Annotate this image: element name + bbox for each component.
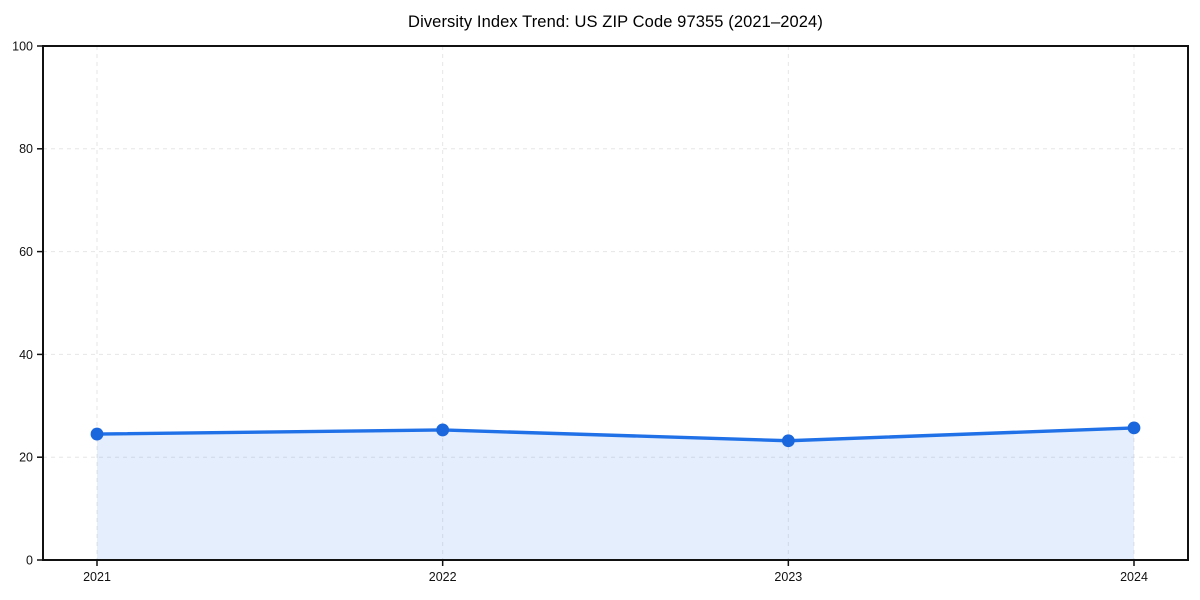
x-axis-tick-label: 2023 xyxy=(774,570,802,584)
data-point-marker xyxy=(781,434,795,448)
y-axis-tick-label: 80 xyxy=(19,142,33,156)
y-axis-tick-label: 20 xyxy=(19,451,33,465)
y-axis-tick-label: 0 xyxy=(26,553,33,567)
chart-title: Diversity Index Trend: US ZIP Code 97355… xyxy=(408,13,823,31)
x-axis-tick-label: 2021 xyxy=(83,570,111,584)
data-point-marker xyxy=(1127,421,1141,435)
y-axis-tick-label: 60 xyxy=(19,245,33,259)
data-point-marker xyxy=(90,427,104,441)
x-axis-tick-label: 2022 xyxy=(429,570,457,584)
trend-line xyxy=(95,426,1136,443)
area-fill xyxy=(97,427,1134,560)
x-axis-tick-label: 2024 xyxy=(1120,570,1148,584)
axes-frame xyxy=(42,45,1189,561)
y-axis-tick-label: 100 xyxy=(12,39,33,53)
data-point-marker xyxy=(436,423,450,437)
y-axis-tick-label: 40 xyxy=(19,348,33,362)
